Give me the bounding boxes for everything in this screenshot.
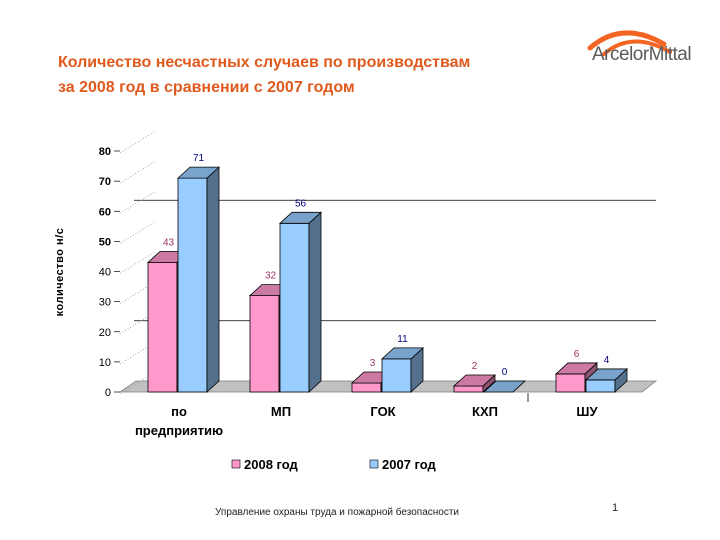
- category-label-0-0: по: [171, 404, 187, 419]
- depth-guide-80: [119, 131, 155, 154]
- data-label-1-2: 11: [397, 334, 408, 345]
- data-label-1-0: 71: [193, 153, 205, 164]
- bar-0-0-front: [147, 262, 178, 393]
- legend-label-1: 2007 год: [382, 457, 437, 472]
- bar-1-0-front: [177, 177, 208, 393]
- bar-1-3-top: [482, 380, 527, 393]
- bar-1-4-top: [584, 368, 629, 381]
- data-label-0-4: 6: [574, 349, 580, 360]
- depth-guide-70: [119, 161, 155, 184]
- y-tick-label-10: 10: [99, 357, 111, 369]
- y-tick-label-30: 30: [99, 297, 111, 309]
- bar-1-1-front: [279, 222, 310, 393]
- bar-0-3-top: [452, 374, 497, 387]
- category-label-2: ГОК: [370, 404, 395, 419]
- y-tick-label-20: 20: [99, 327, 111, 339]
- data-label-0-0: 43: [163, 237, 175, 248]
- legend-swatch-1: [369, 459, 379, 469]
- bar-1-1-top: [278, 211, 323, 224]
- y-axis-label: количество н/с: [54, 228, 66, 317]
- chart-title: Количество несчастных случаев по произво…: [58, 50, 470, 100]
- bar-1-4-front: [585, 379, 616, 393]
- legend-label-0: 2008 год: [244, 457, 299, 472]
- y-tick-label-80: 80: [99, 146, 111, 158]
- page-number: 1: [612, 502, 619, 514]
- bar-1-2-top: [380, 347, 425, 360]
- legend-swatch-0: [231, 459, 241, 469]
- bar-1-0-side: [206, 166, 220, 393]
- depth-guide-60: [119, 191, 155, 214]
- category-label-4: ШУ: [576, 404, 598, 419]
- y-tick-label-50: 50: [99, 236, 111, 248]
- data-label-0-2: 3: [370, 358, 376, 369]
- data-label-1-3: 0: [502, 367, 508, 378]
- category-label-1: МП: [271, 404, 291, 419]
- title-line-1: Количество несчастных случаев по произво…: [58, 54, 471, 71]
- data-label-1-1: 56: [295, 198, 307, 209]
- data-label-0-1: 32: [265, 271, 277, 282]
- arcelormittal-logo-icon: [587, 30, 672, 56]
- bar-1-0-top: [176, 166, 221, 179]
- depth-guide-50: [119, 222, 155, 244]
- bar-0-1-front: [249, 295, 280, 393]
- bar-0-4-top: [554, 362, 599, 375]
- y-tick-label-60: 60: [99, 206, 111, 218]
- bar-0-3-front: [453, 385, 484, 393]
- logo-text: ArcelorMittal: [592, 44, 692, 65]
- bar-0-2-front: [351, 382, 382, 393]
- y-tick-label-0: 0: [105, 387, 111, 399]
- bar-1-1-side: [308, 211, 322, 393]
- category-label-3: КХП: [472, 404, 498, 419]
- category-label-0-1: предприятию: [135, 423, 223, 438]
- title-line-2: за 2008 год в сравнении с 2007 годом: [58, 79, 355, 96]
- y-tick-label-40: 40: [99, 267, 111, 279]
- footer-text: Управление охраны труда и пожарной безоп…: [215, 507, 460, 518]
- bar-1-2-front: [381, 358, 412, 393]
- bar-0-4-front: [555, 373, 586, 393]
- data-label-0-3: 2: [472, 361, 478, 372]
- y-tick-label-70: 70: [99, 176, 111, 188]
- depth-guide-40: [119, 252, 155, 274]
- data-label-1-4: 4: [604, 355, 610, 366]
